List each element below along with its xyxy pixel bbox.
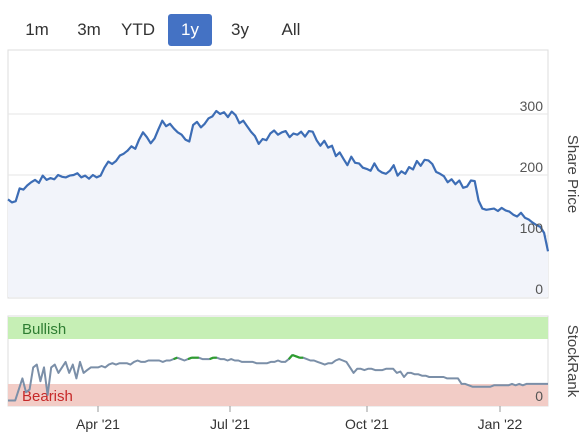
price-tick-0: 0 bbox=[535, 281, 543, 297]
bullish-band bbox=[8, 317, 548, 339]
tab-3y[interactable]: 3y bbox=[231, 20, 249, 39]
range-tabs: 1m 3m YTD 1y 3y All bbox=[0, 14, 585, 46]
price-tick-labels: 300 200 100 0 bbox=[520, 98, 544, 297]
x-axis-ticks bbox=[97, 406, 501, 412]
stockrank-bullish-highlight bbox=[173, 353, 304, 361]
bearish-label: Bearish bbox=[22, 388, 73, 405]
tab-3m[interactable]: 3m bbox=[77, 20, 101, 39]
x-label-jul-21: Jul '21 bbox=[210, 416, 250, 432]
x-label-oct-21: Oct '21 bbox=[345, 416, 389, 432]
price-area bbox=[7, 109, 550, 297]
price-axis-title: Share Price bbox=[564, 135, 581, 213]
tab-1m[interactable]: 1m bbox=[25, 20, 49, 39]
tab-ytd[interactable]: YTD bbox=[121, 20, 155, 39]
price-area-fill bbox=[8, 111, 548, 297]
stockrank-line bbox=[8, 353, 548, 402]
stockrank-path bbox=[8, 354, 548, 402]
tab-all[interactable]: All bbox=[281, 20, 301, 39]
price-tick-300: 300 bbox=[520, 98, 544, 114]
price-line bbox=[7, 109, 550, 252]
bearish-band bbox=[8, 384, 548, 406]
price-tick-200: 200 bbox=[520, 159, 544, 175]
price-tick-100: 100 bbox=[520, 220, 544, 236]
bullish-label: Bullish bbox=[22, 321, 66, 338]
tab-1y[interactable]: 1y bbox=[168, 14, 212, 46]
rank-tick-0: 0 bbox=[535, 388, 543, 404]
x-label-apr-21: Apr '21 bbox=[76, 416, 120, 432]
rank-axis-title: StockRank bbox=[564, 325, 581, 398]
x-label-jan-22: Jan '22 bbox=[478, 416, 523, 432]
